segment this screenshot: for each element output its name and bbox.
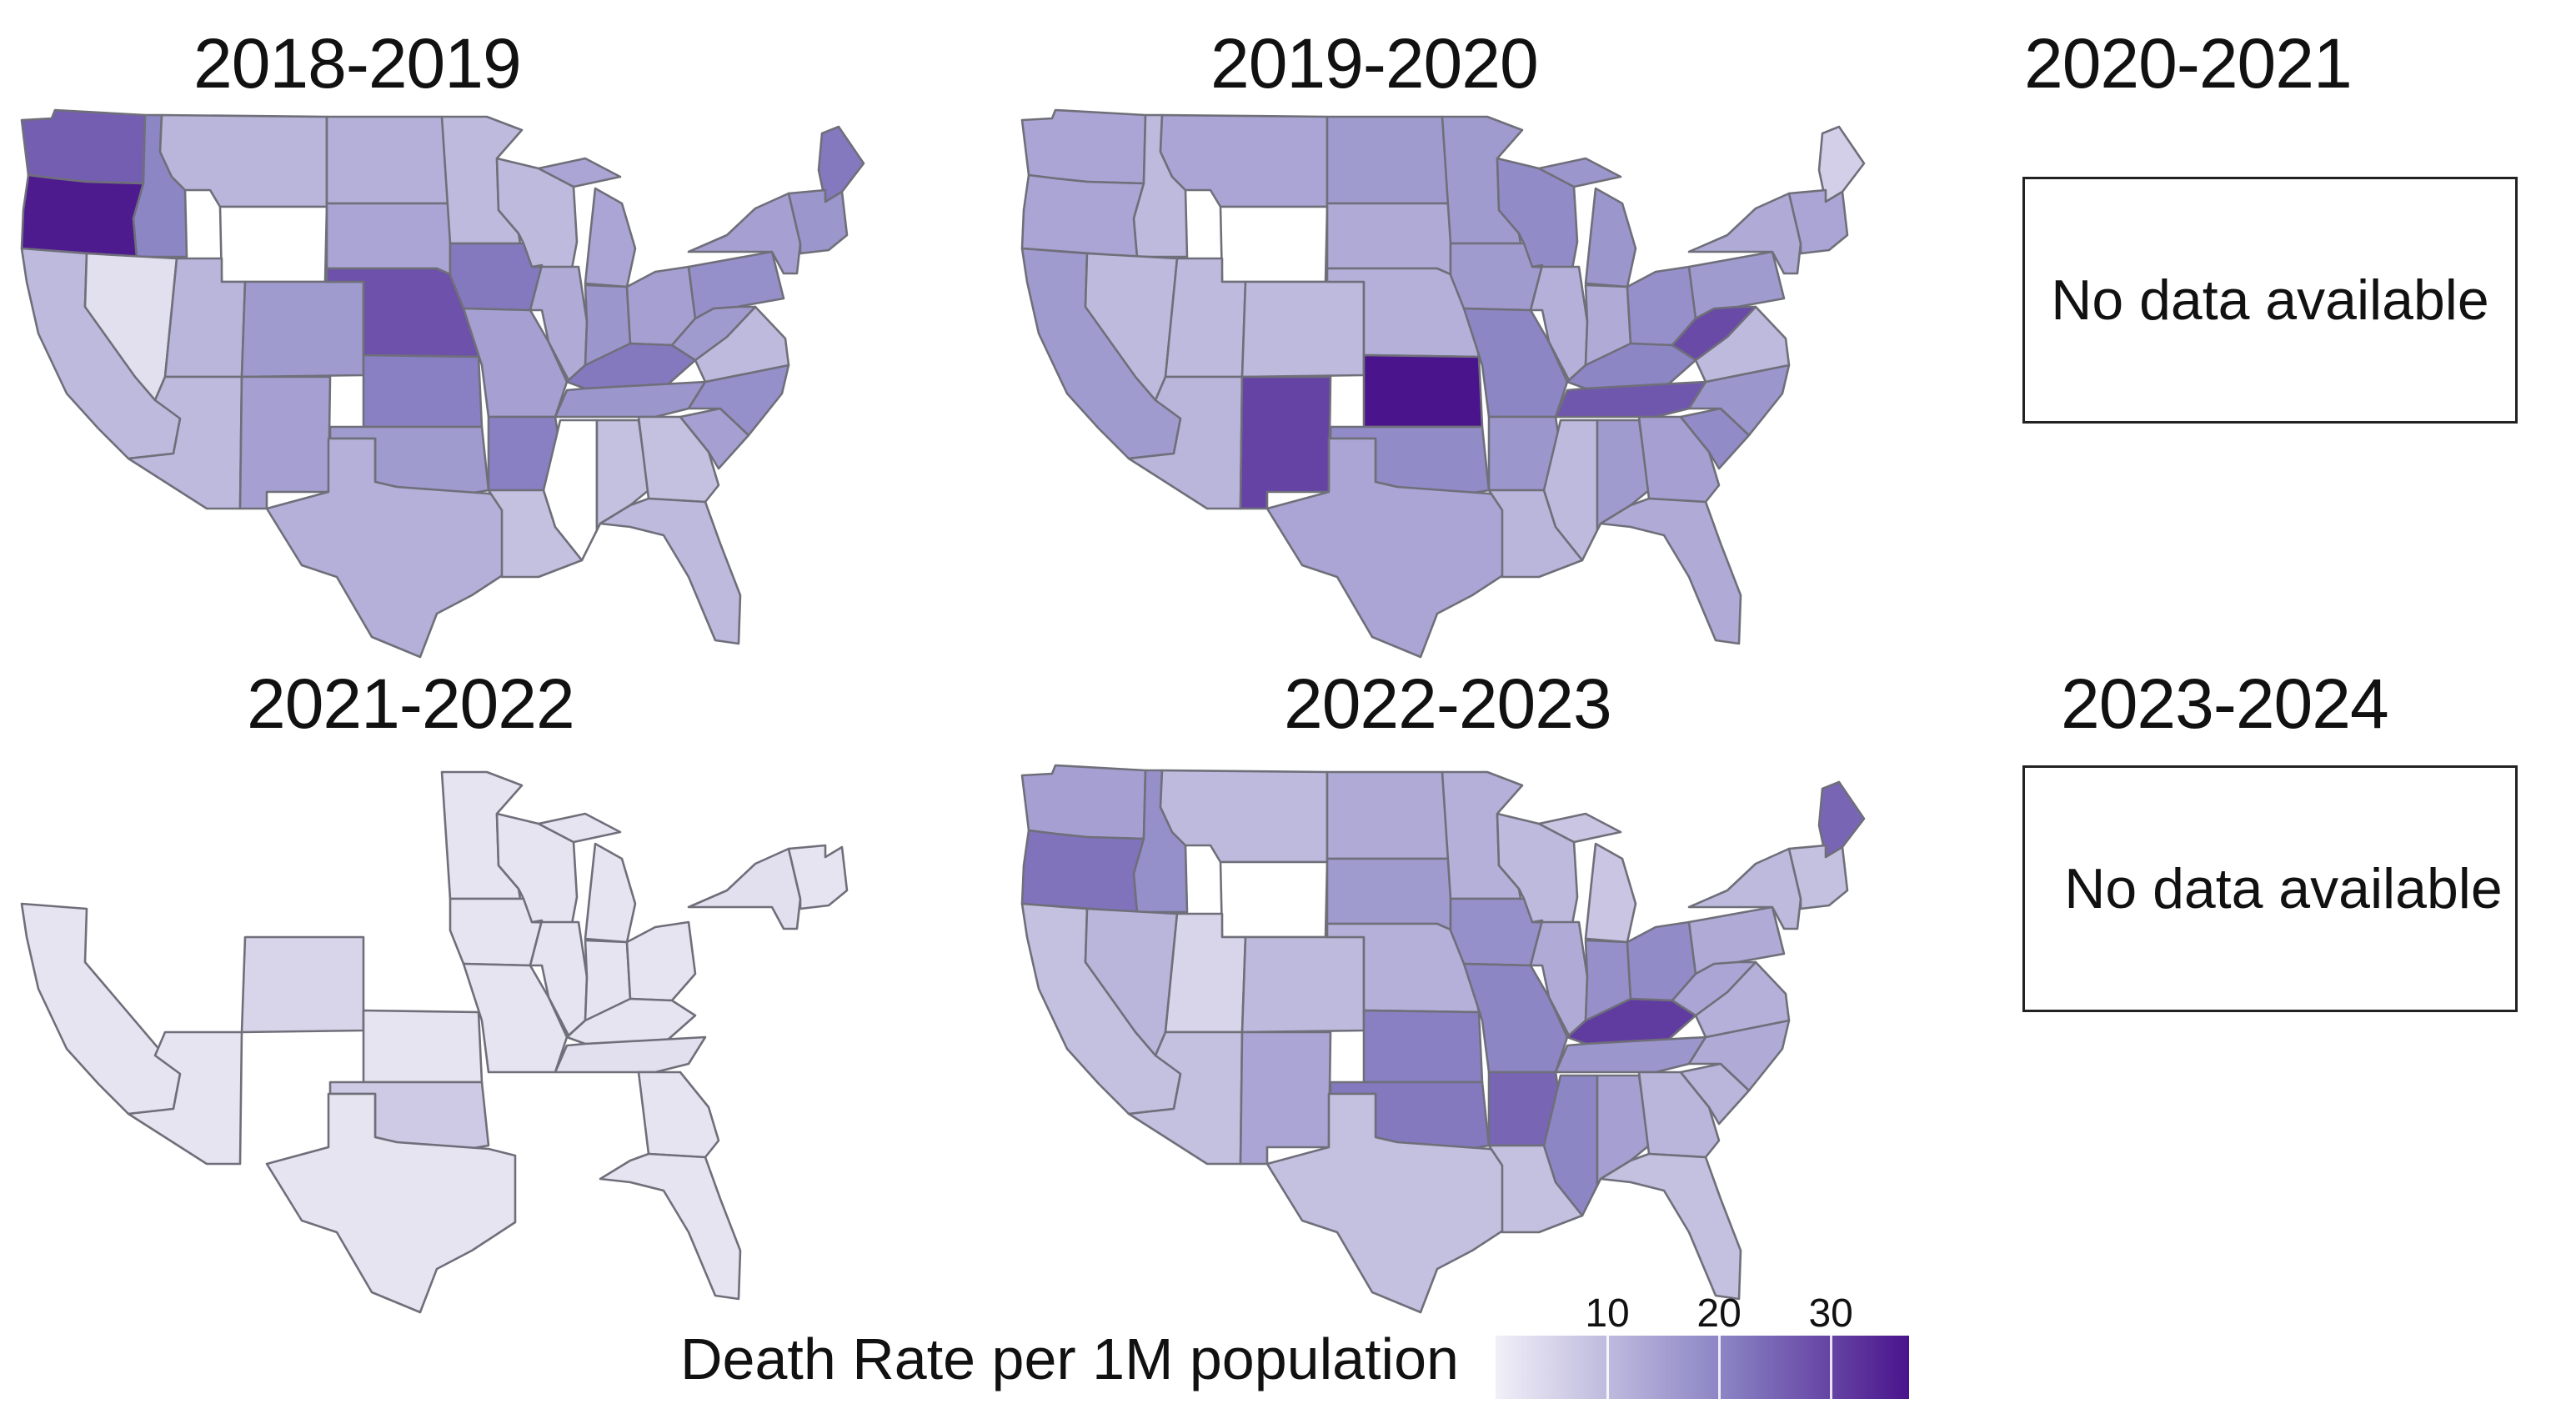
panel-title-2021-2022: 2021-2022: [247, 664, 575, 743]
state-sc: [1679, 407, 1751, 470]
state-il: [1529, 919, 1589, 1037]
color-scale-bar: [1496, 1336, 1909, 1399]
state-il: [529, 919, 589, 1037]
state-sd: [325, 202, 452, 277]
state-oh: [625, 920, 697, 1002]
legend-tick-mark: [1606, 1336, 1610, 1399]
legend-title: Death Rate per 1M population: [680, 1326, 1459, 1391]
state-tn: [1554, 380, 1707, 419]
state-tn: [554, 1035, 707, 1074]
state-ks: [362, 353, 484, 429]
state-tx: [265, 437, 517, 659]
no-data-box-2020-2021: No data available: [2022, 177, 2518, 424]
state-wy: [1219, 860, 1329, 939]
no-data-text: No data available: [2064, 857, 2503, 920]
state-or: [1020, 829, 1145, 914]
map-2018-2019: [20, 108, 865, 659]
state-nm: [1239, 1030, 1332, 1166]
map-2022-2023: [1020, 764, 1866, 1314]
no-data-text: No data available: [2051, 268, 2489, 332]
legend-tick-label: 30: [1808, 1291, 1853, 1336]
state-fl: [1599, 497, 1742, 645]
map-2021-2022: [20, 770, 849, 1314]
no-data-box-2023-2024: No data available: [2022, 765, 2518, 1012]
state-mo: [1462, 307, 1569, 419]
state-co: [240, 935, 365, 1034]
state-wy: [218, 205, 328, 283]
state-co: [1240, 935, 1366, 1034]
state-sd: [1326, 202, 1452, 277]
legend-tick-mark: [1718, 1336, 1722, 1399]
state-ny: [687, 847, 802, 930]
state-nm: [238, 375, 332, 510]
state-fl: [599, 1152, 742, 1301]
state-ne6: [1787, 188, 1849, 255]
state-nm: [1239, 375, 1332, 510]
state-fl: [1599, 1152, 1742, 1301]
state-tx: [1265, 1092, 1517, 1314]
state-ne6: [1787, 844, 1849, 910]
state-mo: [462, 962, 569, 1074]
state-nd: [1326, 770, 1452, 860]
panel-title-2019-2020: 2019-2020: [1210, 24, 1539, 103]
state-fl: [599, 497, 742, 645]
panel-title-2020-2021: 2020-2021: [2024, 24, 2353, 103]
legend-tick-label: 20: [1696, 1291, 1742, 1336]
state-or: [1020, 173, 1145, 258]
state-il: [1529, 263, 1589, 382]
legend-tick-mark: [1830, 1336, 1833, 1399]
state-ks: [1362, 353, 1484, 429]
state-mo: [1462, 962, 1569, 1074]
state-tn: [554, 380, 707, 419]
state-tx: [1265, 437, 1517, 659]
state-ne6: [787, 188, 849, 255]
state-ks: [362, 1009, 484, 1084]
state-az: [127, 1030, 243, 1166]
state-tn: [1554, 1035, 1707, 1074]
state-il: [529, 263, 589, 382]
state-mo: [462, 307, 569, 419]
state-wy: [1219, 205, 1329, 283]
state-ks: [1362, 1009, 1484, 1084]
state-co: [1240, 280, 1366, 379]
state-sd: [1326, 857, 1452, 932]
state-ne6: [787, 844, 849, 910]
panel-title-2022-2023: 2022-2023: [1284, 664, 1612, 743]
state-ga: [637, 1071, 720, 1159]
state-sc: [679, 407, 750, 470]
panel-title-2018-2019: 2018-2019: [193, 24, 522, 103]
map-2019-2020: [1020, 108, 1866, 659]
state-wa: [1020, 108, 1147, 185]
legend-tick-label: 10: [1585, 1291, 1630, 1336]
state-wa: [1020, 764, 1147, 840]
state-nd: [1326, 115, 1452, 205]
state-ca: [20, 902, 182, 1116]
panel-title-2023-2024: 2023-2024: [2061, 664, 2389, 743]
state-sc: [1679, 1062, 1751, 1126]
state-or: [20, 173, 145, 258]
state-co: [240, 280, 365, 379]
state-wa: [20, 108, 147, 185]
state-tx: [265, 1092, 517, 1314]
state-nd: [325, 115, 452, 205]
